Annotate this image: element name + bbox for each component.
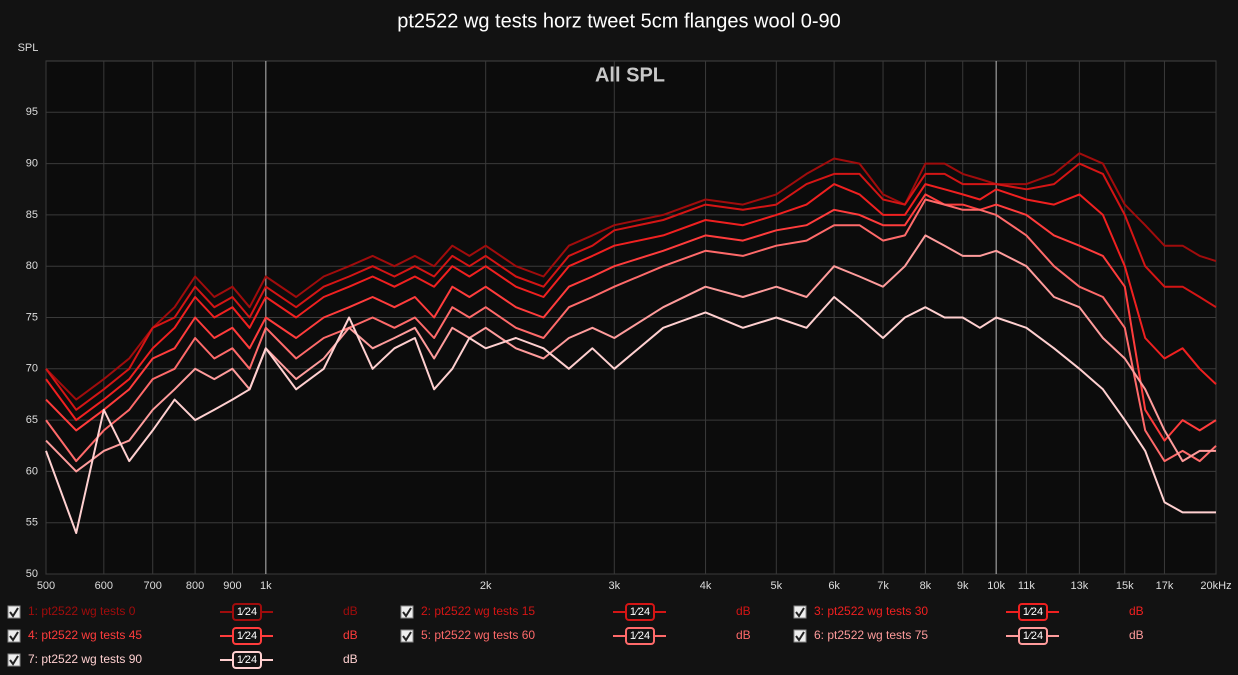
x-tick-label: 8k — [920, 580, 932, 592]
lines — [45, 152, 1217, 534]
legend-smoothing-box — [1018, 603, 1048, 621]
legend-smoothing: 1⁄24 — [630, 630, 650, 642]
x-tick-label: 13k — [1070, 580, 1088, 592]
legend-smoothing-box — [232, 627, 262, 645]
series-line — [45, 234, 1216, 473]
legend-smoothing-box — [1018, 627, 1048, 645]
y-tick-label: 75 — [26, 311, 38, 323]
y-tick-label: 90 — [26, 158, 38, 170]
y-tick-label: 60 — [26, 465, 38, 477]
x-tick-label: 17k — [1156, 580, 1174, 592]
x-tick-label: 800 — [186, 580, 204, 592]
x-tick-label: 600 — [95, 580, 113, 592]
x-tick-label: 15k — [1116, 580, 1134, 592]
x-tick-label: 5k — [770, 580, 782, 592]
y-tick-label: 95 — [26, 106, 38, 118]
legend-label: 5: pt2522 wg tests 60 — [421, 628, 535, 642]
x-tick-label: 20kHz — [1200, 580, 1231, 592]
legend-label: 6: pt2522 wg tests 75 — [814, 628, 928, 642]
legend-label: 7: pt2522 wg tests 90 — [28, 652, 142, 666]
legend-smoothing-box — [232, 651, 262, 669]
x-tick-label: 500 — [37, 580, 55, 592]
x-tick-label: 11k — [1018, 580, 1035, 592]
y-tick-label: 85 — [26, 209, 38, 221]
legend-check — [795, 607, 805, 618]
legend-unit: dB — [1129, 604, 1144, 618]
legend-smoothing-box — [625, 627, 655, 645]
chart-title: pt2522 wg tests horz tweet 5cm flanges w… — [397, 10, 841, 32]
series-line — [45, 198, 1217, 463]
y-tick-label: 50 — [26, 568, 38, 580]
legend-check — [9, 655, 19, 666]
series-line — [45, 183, 1217, 422]
x-tick-label: 7k — [877, 580, 889, 592]
legend-smoothing-box — [625, 603, 655, 621]
annotation: All SPL — [595, 64, 665, 86]
legend-check — [795, 631, 805, 642]
x-tick-label: 1k — [260, 580, 272, 592]
x-tick-label: 9k — [957, 580, 969, 592]
legend-smoothing: 1⁄24 — [1023, 606, 1043, 618]
legend-smoothing-box — [232, 603, 262, 621]
x-tick-label: 2k — [480, 580, 492, 592]
y-tick-label: 70 — [26, 363, 38, 375]
grid: 50 55 60 65 70 75 80 85 90 95 500 600 700 800 900 1k 2k 3… — [26, 61, 1232, 592]
legend-check — [9, 631, 19, 642]
x-tick-label: 900 — [223, 580, 241, 592]
legend-unit: dB — [343, 628, 358, 642]
x-tick-label: 4k — [700, 580, 712, 592]
legend-label: 4: pt2522 wg tests 45 — [28, 628, 142, 642]
legend-unit: dB — [736, 604, 751, 618]
x-tick-label: 700 — [144, 580, 162, 592]
legend-smoothing: 1⁄24 — [237, 606, 257, 618]
y-tick-label: 65 — [26, 414, 38, 426]
legend: 1: pt2522 wg tests 0 1⁄24 dB 2: pt2522 wg t… — [7, 603, 1144, 669]
legend-check — [402, 607, 412, 618]
x-tick-label: 3k — [608, 580, 620, 592]
legend-label: 2: pt2522 wg tests 15 — [421, 604, 535, 618]
series-line — [45, 193, 1217, 442]
legend-unit: dB — [736, 628, 751, 642]
legend-label: 1: pt2522 wg tests 0 — [28, 604, 136, 618]
y-axis-label: SPL — [18, 42, 39, 54]
series-line — [45, 162, 1217, 411]
x-tick-label: 6k — [828, 580, 840, 592]
legend-unit: dB — [343, 604, 358, 618]
x-tick-label: 10k — [987, 580, 1005, 592]
legend-check — [402, 631, 412, 642]
legend-smoothing: 1⁄24 — [237, 630, 257, 642]
series-line — [45, 152, 1217, 401]
series-line — [45, 296, 1216, 534]
legend-check — [9, 607, 19, 618]
legend-smoothing: 1⁄24 — [237, 654, 257, 666]
y-tick-label: 80 — [26, 260, 38, 272]
legend-smoothing: 1⁄24 — [630, 606, 650, 618]
legend-label: 3: pt2522 wg tests 30 — [814, 604, 928, 618]
y-tick-label: 55 — [26, 517, 38, 529]
legend-smoothing: 1⁄24 — [1023, 630, 1043, 642]
legend-unit: dB — [1129, 628, 1144, 642]
legend-unit: dB — [343, 652, 358, 666]
